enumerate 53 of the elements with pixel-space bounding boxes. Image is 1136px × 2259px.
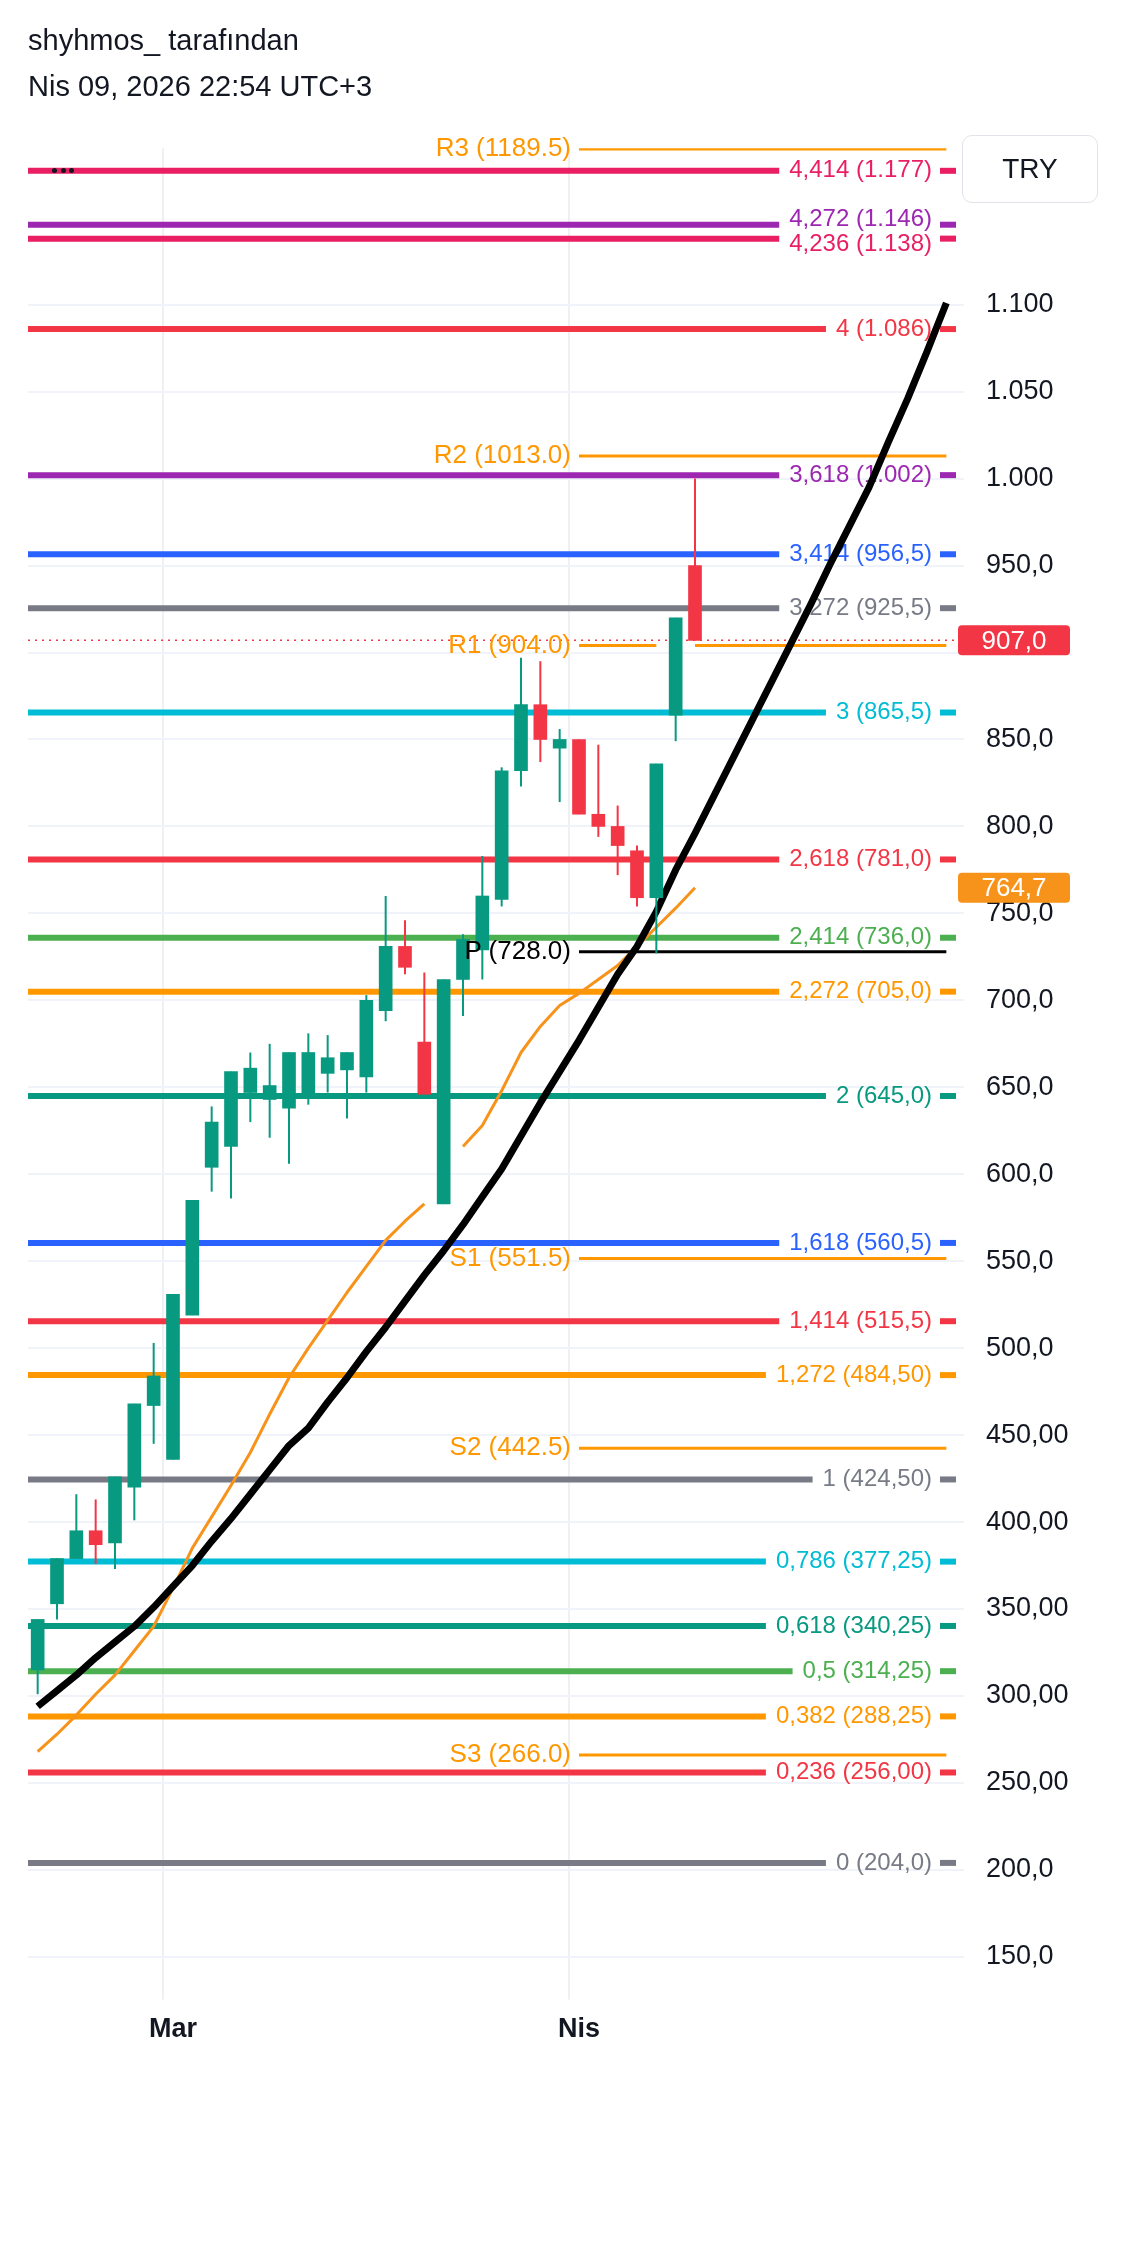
chart-subtitle: Nis 09, 2026 22:54 UTC+3 (28, 70, 373, 103)
ref-line-label: 2,618 (781,0) (789, 844, 932, 872)
ref-line-label: 1,414 (515,5) (789, 1305, 932, 1333)
series-label: S3 (266.0) (449, 1738, 571, 1769)
y-tick-label: 950,0 (986, 549, 1054, 580)
ref-line-label: 0,382 (288,25) (775, 1701, 932, 1729)
y-tick-label: 650,0 (986, 1070, 1054, 1101)
candlestick (552, 728, 567, 804)
ref-line-label: 3 (865,5) (835, 697, 932, 725)
ref-line-label: 0,618 (340,25) (775, 1610, 932, 1638)
x-tick-label: Nis (557, 2013, 601, 2044)
ref-line-label: 1 (424,50) (822, 1464, 932, 1492)
y-tick-label: 1.050 (986, 375, 1054, 406)
y-tick-label: 350,00 (986, 1592, 1069, 1623)
y-tick-label: 250,00 (986, 1766, 1069, 1797)
series-label: S1 (551.5) (449, 1241, 571, 1272)
ref-line-label: 0,5 (314,25) (802, 1655, 932, 1683)
y-tick-label: 200,0 (986, 1853, 1054, 1884)
candlestick (88, 1498, 103, 1565)
ref-line-label: 2,414 (736,0) (789, 922, 932, 950)
y-tick-label: 600,0 (986, 1157, 1054, 1188)
y-tick-label: 700,0 (986, 983, 1054, 1014)
y-tick-label: 450,00 (986, 1418, 1069, 1449)
text: 764,7 (981, 871, 1047, 902)
ref-line-label: 0,786 (377,25) (775, 1546, 932, 1574)
ref-line-label: 1,272 (484,50) (775, 1359, 932, 1387)
candlestick (591, 743, 606, 838)
ref-line-label: 0,236 (256,00) (775, 1757, 932, 1785)
y-axis-title: TRY (962, 135, 1098, 203)
y-tick-label: 800,0 (986, 809, 1054, 840)
y-tick-label: 400,00 (986, 1505, 1069, 1536)
series-label: R1 (904.0) (448, 628, 571, 659)
text: 907,0 (981, 624, 1047, 655)
ref-line-label: 2 (645,0) (835, 1080, 932, 1108)
x-tick-label: Mar (148, 2013, 198, 2044)
y-tick-label: 150,0 (986, 1940, 1054, 1971)
y-tick-label: 850,0 (986, 722, 1054, 753)
ref-line-label: 2,272 (705,0) (789, 976, 932, 1004)
ref-line-label: 4,414 (1.177) (789, 155, 932, 183)
y-tick-label: 1.100 (986, 288, 1054, 319)
series-label: R2 (1013.0) (433, 439, 571, 470)
candlestick (398, 919, 412, 976)
y-tick-label: 550,0 (986, 1244, 1054, 1275)
series-label: R3 (1189.5) (435, 132, 571, 163)
y-tick-label: 1.000 (986, 462, 1054, 493)
ref-line-label: 0 (204,0) (835, 1847, 932, 1875)
ref-line-label: 1,618 (560,5) (789, 1227, 932, 1255)
series-label: S2 (442.5) (449, 1431, 571, 1462)
y-tick-label: 500,0 (986, 1331, 1054, 1362)
y-tick-label: 300,00 (986, 1679, 1069, 1710)
ref-line-label: 4 (1.086) (835, 313, 932, 341)
chart-title: shyhmos_ tarafından (28, 24, 299, 57)
ref-line-label: 4,272 (1.146) (789, 203, 932, 231)
